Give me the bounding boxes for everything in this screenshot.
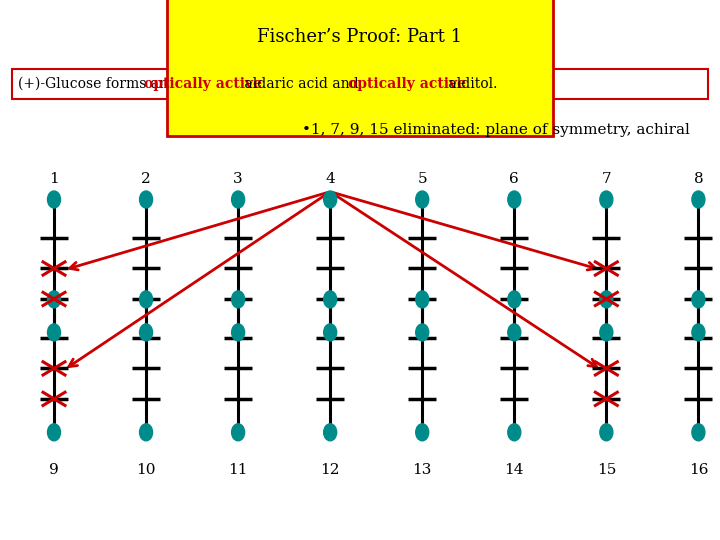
Text: 11: 11: [228, 463, 248, 477]
Ellipse shape: [600, 291, 613, 308]
Text: 13: 13: [413, 463, 432, 477]
Ellipse shape: [600, 324, 613, 341]
Ellipse shape: [232, 291, 245, 308]
Ellipse shape: [508, 191, 521, 208]
Text: 12: 12: [320, 463, 340, 477]
Ellipse shape: [508, 424, 521, 441]
Text: optically active: optically active: [348, 77, 466, 91]
Text: 10: 10: [136, 463, 156, 477]
Text: 7: 7: [601, 172, 611, 186]
Text: •1, 7, 9, 15 eliminated: plane of symmetry, achiral: •1, 7, 9, 15 eliminated: plane of symmet…: [302, 123, 690, 137]
Ellipse shape: [415, 324, 428, 341]
Text: 8: 8: [693, 172, 703, 186]
Text: alditol.: alditol.: [444, 77, 498, 91]
Text: (+)-Glucose forms an: (+)-Glucose forms an: [18, 77, 173, 91]
Ellipse shape: [324, 291, 337, 308]
Ellipse shape: [692, 191, 705, 208]
Ellipse shape: [48, 424, 60, 441]
Text: 14: 14: [505, 463, 524, 477]
Ellipse shape: [232, 424, 245, 441]
Ellipse shape: [48, 324, 60, 341]
Ellipse shape: [140, 324, 153, 341]
Text: optically active: optically active: [144, 77, 262, 91]
Text: aldaric acid and: aldaric acid and: [240, 77, 363, 91]
Ellipse shape: [600, 424, 613, 441]
Ellipse shape: [140, 191, 153, 208]
Text: 9: 9: [49, 463, 59, 477]
Text: 2: 2: [141, 172, 151, 186]
Ellipse shape: [324, 324, 337, 341]
Text: Fischer’s Proof: Part 1: Fischer’s Proof: Part 1: [258, 28, 462, 46]
Ellipse shape: [324, 424, 337, 441]
Text: 4: 4: [325, 172, 335, 186]
Ellipse shape: [140, 291, 153, 308]
Ellipse shape: [508, 291, 521, 308]
Ellipse shape: [48, 291, 60, 308]
Ellipse shape: [232, 191, 245, 208]
Ellipse shape: [415, 191, 428, 208]
Text: 6: 6: [510, 172, 519, 186]
Ellipse shape: [692, 291, 705, 308]
Ellipse shape: [324, 191, 337, 208]
Text: 16: 16: [688, 463, 708, 477]
Ellipse shape: [232, 324, 245, 341]
Text: 1: 1: [49, 172, 59, 186]
Ellipse shape: [415, 291, 428, 308]
Ellipse shape: [692, 324, 705, 341]
Ellipse shape: [48, 191, 60, 208]
Ellipse shape: [692, 424, 705, 441]
FancyBboxPatch shape: [12, 69, 708, 99]
Ellipse shape: [600, 191, 613, 208]
Ellipse shape: [508, 324, 521, 341]
Text: 5: 5: [418, 172, 427, 186]
Text: 15: 15: [597, 463, 616, 477]
Ellipse shape: [140, 424, 153, 441]
Text: 3: 3: [233, 172, 243, 186]
Ellipse shape: [415, 424, 428, 441]
